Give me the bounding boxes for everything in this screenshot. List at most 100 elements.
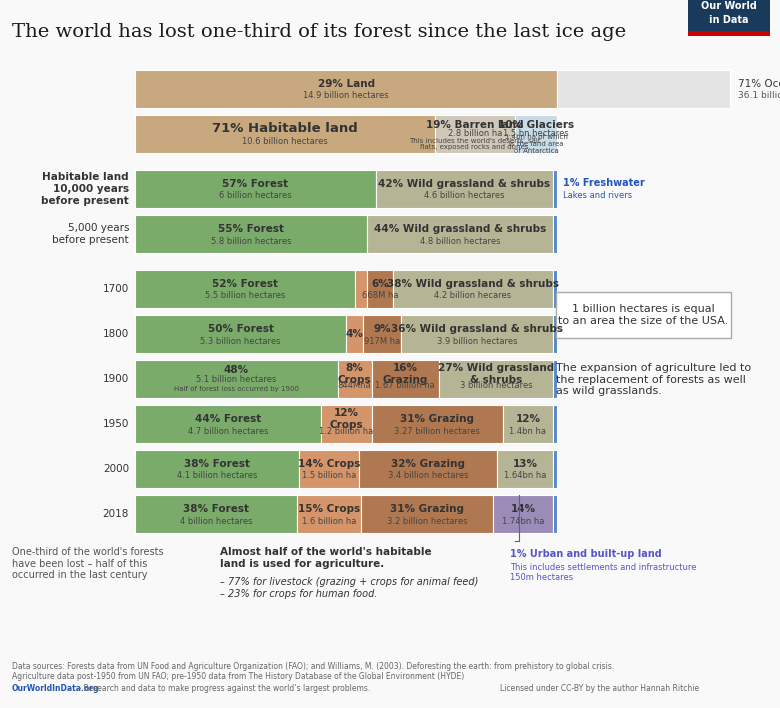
Text: Licensed under CC-BY by the author Hannah Ritchie: Licensed under CC-BY by the author Hanna… (500, 684, 699, 693)
Bar (367, 270, 392, 308)
Bar (346, 315, 363, 353)
Bar (135, 405, 321, 443)
Bar (361, 495, 494, 533)
Bar (297, 495, 361, 533)
Text: 1.4bn ha: 1.4bn ha (509, 426, 546, 435)
Text: 2000: 2000 (103, 464, 129, 474)
Bar (553, 170, 558, 208)
Text: Almost half of the world's habitable
land is used for agriculture.: Almost half of the world's habitable lan… (220, 547, 431, 569)
Text: 4.8 billion hectares: 4.8 billion hectares (420, 236, 501, 246)
Text: 1.67 billion ha: 1.67 billion ha (375, 382, 435, 391)
Text: 5.3 billion hectares: 5.3 billion hectares (200, 336, 281, 346)
Text: One-third of the world's forests
have been lost – half of this
occurred in the l: One-third of the world's forests have be… (12, 547, 164, 580)
Text: Data sources: Forests data from UN Food and Agriculture Organization (FAO); and : Data sources: Forests data from UN Food … (12, 662, 615, 671)
Bar (135, 70, 558, 108)
Text: 5.1 billion hectares: 5.1 billion hectares (197, 375, 277, 384)
Text: 44% Forest: 44% Forest (195, 414, 261, 424)
Text: 917M ha: 917M ha (364, 336, 400, 346)
Text: 55% Forest: 55% Forest (218, 224, 284, 234)
Bar (553, 450, 558, 488)
Bar (392, 270, 553, 308)
Bar (321, 405, 371, 443)
Bar (502, 405, 553, 443)
Text: 1.74bn ha: 1.74bn ha (502, 517, 544, 525)
Bar (135, 495, 297, 533)
Bar (135, 450, 299, 488)
Text: 1800: 1800 (103, 329, 129, 339)
Text: 29% Land: 29% Land (317, 79, 374, 89)
Text: 3.27 billion hectares: 3.27 billion hectares (394, 426, 480, 435)
Text: 52% Forest: 52% Forest (212, 279, 278, 289)
Bar (494, 495, 553, 533)
Bar (435, 115, 516, 153)
Bar (135, 170, 376, 208)
Text: 42% Wild grassland & shrubs: 42% Wild grassland & shrubs (378, 179, 551, 189)
Text: 12%
Crops: 12% Crops (329, 409, 363, 430)
Text: 1 billion hectares is equal
to an area the size of the USA.: 1 billion hectares is equal to an area t… (558, 304, 729, 326)
Bar (556, 292, 731, 338)
Text: 10.6 billion hectares: 10.6 billion hectares (242, 137, 328, 146)
Text: 15% Crops: 15% Crops (298, 504, 360, 514)
Bar (135, 115, 435, 153)
Text: 5.5 billion hectares: 5.5 billion hectares (204, 292, 285, 300)
Text: The expansion of agriculture led to
the replacement of forests as well
as wild g: The expansion of agriculture led to the … (556, 363, 751, 396)
Text: 50% Forest: 50% Forest (207, 324, 274, 334)
Text: The world has lost one-third of its forest since the last ice age: The world has lost one-third of its fore… (12, 23, 626, 41)
Text: 44% Wild grassland & shrubs: 44% Wild grassland & shrubs (374, 224, 547, 234)
Bar (516, 115, 558, 153)
Text: 38% Forest: 38% Forest (184, 459, 250, 469)
Bar (558, 70, 730, 108)
Text: 3.9 billion hectares: 3.9 billion hectares (437, 336, 517, 346)
Text: 71% Habitable land: 71% Habitable land (212, 122, 358, 135)
Text: 2.8 billion ha: 2.8 billion ha (448, 130, 502, 139)
Text: 5.8 billion hectares: 5.8 billion hectares (211, 236, 292, 246)
Text: 2018: 2018 (103, 509, 129, 519)
Bar (401, 315, 553, 353)
Text: 36.1 billion ha: 36.1 billion ha (738, 91, 780, 101)
Text: 9%: 9% (374, 324, 391, 334)
Text: 19% Barren land: 19% Barren land (426, 120, 524, 130)
Text: 71% Ocean: 71% Ocean (738, 79, 780, 89)
Text: Lakes and rivers: Lakes and rivers (563, 190, 633, 200)
Text: 1.6 billion ha: 1.6 billion ha (302, 517, 356, 525)
Bar (688, 0, 770, 36)
Text: 6 billion hectares: 6 billion hectares (219, 191, 292, 200)
Text: 1% Urban and built-up land: 1% Urban and built-up land (510, 549, 661, 559)
Bar (553, 315, 558, 353)
Text: 3.2 billion hectares: 3.2 billion hectares (387, 517, 467, 525)
Text: – 77% for livestock (grazing + crops for animal feed)
– 23% for crops for human : – 77% for livestock (grazing + crops for… (220, 577, 478, 598)
Bar (439, 360, 553, 398)
Bar (135, 215, 367, 253)
Bar (553, 405, 558, 443)
Text: Half of forest loss occurred by 1900: Half of forest loss occurred by 1900 (174, 386, 299, 392)
Text: 1.2 billion ha: 1.2 billion ha (319, 426, 374, 435)
Bar (355, 270, 367, 308)
Bar (135, 270, 355, 308)
Text: 3 billion hectares: 3 billion hectares (460, 382, 533, 391)
Text: 38% Wild grassland & shrubs: 38% Wild grassland & shrubs (387, 279, 559, 289)
Text: 1.5 billion ha: 1.5 billion ha (302, 472, 356, 481)
Text: Our World: Our World (701, 1, 757, 11)
Text: 6%: 6% (371, 279, 389, 289)
Text: 14% Crops: 14% Crops (298, 459, 360, 469)
Text: 1700: 1700 (103, 284, 129, 294)
Text: This includes settlements and infrastructure
150m hectares: This includes settlements and infrastruc… (510, 563, 697, 583)
Text: 1.64bn ha: 1.64bn ha (504, 472, 546, 481)
Text: OurWorldInData.org: OurWorldInData.org (12, 684, 100, 693)
Bar (553, 215, 558, 253)
Bar (371, 405, 502, 443)
Text: This includes the world's deserts, salt
flats, exposed rocks and dunes.: This includes the world's deserts, salt … (410, 137, 541, 151)
Text: 14%: 14% (511, 504, 536, 514)
Bar (135, 360, 338, 398)
Bar (688, 31, 770, 36)
Bar (359, 450, 497, 488)
Bar (338, 360, 371, 398)
Text: in Data: in Data (709, 15, 749, 25)
Bar (371, 360, 439, 398)
Text: 5,000 years
before present: 5,000 years before present (52, 223, 129, 245)
Text: 1% Freshwater: 1% Freshwater (563, 178, 645, 188)
Text: 4.7 billion hectares: 4.7 billion hectares (188, 426, 268, 435)
Text: 38% Forest: 38% Forest (183, 504, 249, 514)
Text: 1.4bn ha of which
is the land area
of Antarctica: 1.4bn ha of which is the land area of An… (505, 134, 568, 154)
Bar (553, 270, 558, 308)
